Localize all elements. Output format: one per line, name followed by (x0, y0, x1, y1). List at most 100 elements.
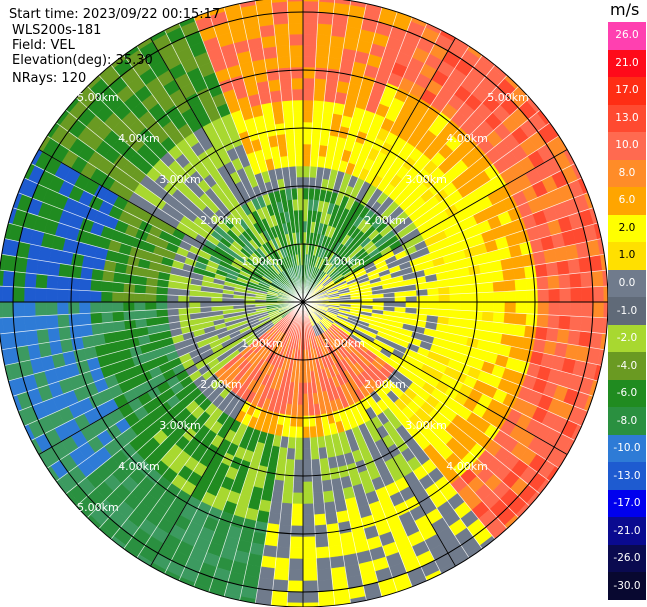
colorbar-tick-label: -13.0 (613, 469, 641, 482)
range-gate (536, 276, 549, 290)
range-gate (315, 56, 329, 69)
range-gate (13, 316, 26, 333)
range-gate (492, 280, 505, 293)
range-gate (280, 502, 293, 515)
range-gate (302, 187, 310, 200)
range-gate (46, 314, 59, 330)
range-gate (525, 277, 538, 291)
range-gate (323, 89, 337, 103)
range-gate (293, 132, 304, 145)
colorbar-tick-label: -1.0 (616, 304, 638, 317)
range-gate (316, 557, 332, 570)
range-gate (288, 33, 304, 46)
range-gate (558, 273, 571, 289)
range-gate (515, 301, 528, 314)
range-gate (449, 293, 462, 303)
range-gate (302, 591, 319, 604)
colorbar-tick-label: -6.0 (616, 387, 638, 400)
range-gate (329, 35, 346, 49)
range-gate (2, 270, 15, 288)
range-gate (291, 514, 304, 527)
range-gate (526, 301, 539, 315)
range-gate (314, 524, 328, 537)
range-gate (36, 259, 50, 276)
range-gate (288, 22, 304, 35)
range-gate (34, 301, 47, 317)
range-gate (317, 1, 335, 14)
range-gate (1, 301, 14, 318)
range-gate (570, 301, 583, 317)
range-gate (79, 312, 92, 326)
range-gate (188, 301, 201, 309)
range-gate (515, 290, 528, 303)
range-ring-label: 2.00km (364, 378, 406, 391)
range-gate (277, 56, 291, 69)
range-gate (286, 447, 296, 460)
range-gate (558, 315, 571, 331)
range-gate (302, 143, 312, 156)
range-gate (271, 590, 289, 603)
colorbar-tick-label: -2.0 (616, 332, 638, 345)
range-gate (273, 568, 290, 581)
range-gate (25, 329, 39, 346)
range-ring-label: 4.00km (446, 460, 488, 473)
range-gate (302, 77, 315, 90)
range-gate (526, 289, 539, 303)
range-gate (35, 315, 48, 331)
range-gate (592, 286, 605, 303)
colorbar-tick-label: 17.0 (615, 84, 639, 97)
range-gate (68, 313, 81, 327)
range-gate (101, 280, 114, 293)
range-gate (78, 301, 91, 314)
range-gate (310, 447, 320, 460)
range-gate (36, 328, 50, 345)
range-gate (166, 301, 179, 310)
range-gate (89, 301, 102, 314)
range-gate (581, 286, 594, 303)
range-gate (281, 100, 294, 113)
range-gate (100, 291, 113, 303)
range-gate (329, 555, 346, 569)
colorbar-tick-label: 13.0 (615, 111, 639, 124)
range-gate (57, 276, 70, 290)
range-gate (144, 301, 157, 311)
range-gate (302, 132, 313, 145)
range-gate (295, 426, 304, 439)
range-gate (286, 144, 296, 157)
range-ring-label: 3.00km (159, 419, 201, 432)
range-gate (279, 78, 293, 91)
start-time-label: Start time: 2023/09/22 00:15:17 (9, 7, 221, 22)
range-gate (289, 547, 304, 560)
velocity-rays (0, 0, 608, 607)
range-gate (302, 547, 317, 560)
range-gate (448, 309, 461, 319)
range-gate (326, 523, 340, 536)
range-gate (482, 291, 495, 303)
range-gate (302, 99, 314, 112)
range-gate (80, 324, 93, 338)
velocity-ppi-plot: 1.00km 2.00km 3.00km 4.00km 5.00km 1.00km 2.00… (0, 0, 608, 607)
range-gate (24, 315, 37, 332)
range-gate (282, 111, 294, 124)
range-gate (311, 458, 321, 471)
range-gate (314, 67, 328, 80)
range-ring-label: 2.00km (200, 378, 242, 391)
range-ring-label: 5.00km (487, 91, 529, 104)
range-gate (548, 301, 561, 316)
range-gate (302, 569, 318, 582)
range-gate (274, 557, 290, 570)
colorbar-tick-label: -26.0 (613, 552, 641, 565)
range-gate (570, 287, 583, 303)
range-gate (323, 501, 337, 515)
range-gate (271, 1, 289, 14)
range-gate (567, 329, 581, 346)
range-gate (302, 154, 311, 167)
range-gate (35, 273, 48, 289)
range-gate (316, 23, 333, 36)
range-gate (286, 0, 304, 2)
range-gate (534, 326, 548, 341)
colorbar-tick-label: -4.0 (616, 359, 638, 372)
range-gate (289, 55, 304, 68)
range-gate (278, 67, 292, 80)
range-gate (536, 314, 549, 328)
